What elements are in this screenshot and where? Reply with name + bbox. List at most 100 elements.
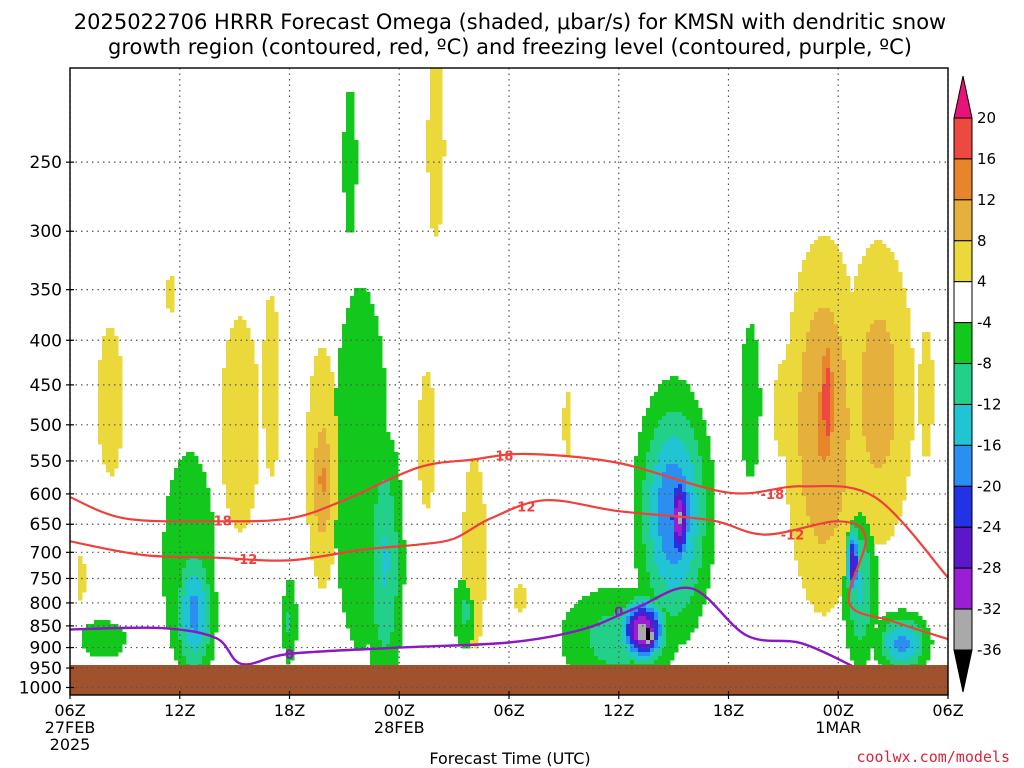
omega-cell xyxy=(834,316,839,321)
omega-cell xyxy=(438,84,443,89)
omega-cell xyxy=(170,500,175,505)
omega-cell xyxy=(346,188,351,193)
omega-cell xyxy=(686,476,691,481)
omega-cell xyxy=(874,420,879,425)
omega-cell xyxy=(898,488,903,493)
omega-cell xyxy=(838,400,843,405)
omega-cell xyxy=(378,348,383,353)
omega-cell xyxy=(166,304,171,309)
omega-cell xyxy=(230,396,235,401)
omega-cell xyxy=(434,80,439,85)
omega-cell xyxy=(818,456,823,461)
omega-cell xyxy=(682,400,687,405)
omega-cell xyxy=(226,492,231,497)
omega-cell xyxy=(890,352,895,357)
omega-cell xyxy=(834,336,839,341)
omega-cell xyxy=(310,504,315,509)
omega-cell xyxy=(110,432,115,437)
omega-cell xyxy=(234,376,239,381)
omega-cell xyxy=(858,272,863,277)
omega-cell xyxy=(222,368,227,373)
omega-cell xyxy=(802,480,807,485)
omega-cell xyxy=(110,428,115,433)
omega-cell xyxy=(186,476,191,481)
omega-cell xyxy=(194,468,199,473)
omega-cell xyxy=(118,396,123,401)
omega-cell xyxy=(182,464,187,469)
omega-cell xyxy=(106,440,111,445)
omega-cell xyxy=(842,392,847,397)
omega-cell xyxy=(906,448,911,453)
omega-cell xyxy=(342,384,347,389)
omega-cell xyxy=(922,360,927,365)
omega-cell xyxy=(382,412,387,417)
omega-cell xyxy=(358,508,363,513)
omega-cell xyxy=(338,420,343,425)
omega-cell xyxy=(702,484,707,489)
omega-cell xyxy=(858,484,863,489)
omega-cell xyxy=(382,396,387,401)
omega-cell xyxy=(874,440,879,445)
omega-cell xyxy=(838,292,843,297)
omega-cell xyxy=(750,328,755,333)
omega-cell xyxy=(874,384,879,389)
omega-cell xyxy=(182,508,187,513)
omega-cell xyxy=(862,476,867,481)
omega-cell xyxy=(250,500,255,505)
omega-cell xyxy=(366,368,371,373)
omega-cell xyxy=(266,380,271,385)
omega-cell xyxy=(842,332,847,337)
omega-cell xyxy=(890,268,895,273)
omega-cell xyxy=(822,236,827,241)
omega-cell xyxy=(638,432,643,437)
omega-cell xyxy=(886,424,891,429)
omega-cell xyxy=(870,384,875,389)
omega-cell xyxy=(794,428,799,433)
omega-cell xyxy=(114,348,119,353)
omega-cell xyxy=(394,492,399,497)
omega-cell xyxy=(342,404,347,409)
omega-cell xyxy=(802,352,807,357)
omega-cell xyxy=(870,320,875,325)
omega-cell xyxy=(702,444,707,449)
omega-cell xyxy=(846,428,851,433)
omega-cell xyxy=(874,360,879,365)
omega-cell xyxy=(106,388,111,393)
omega-cell xyxy=(398,488,403,493)
omega-cell xyxy=(878,476,883,481)
omega-cell xyxy=(858,344,863,349)
omega-cell xyxy=(250,480,255,485)
omega-cell xyxy=(654,408,659,413)
omega-cell xyxy=(242,384,247,389)
omega-cell xyxy=(698,460,703,465)
omega-cell xyxy=(774,388,779,393)
omega-cell xyxy=(422,424,427,429)
omega-cell xyxy=(238,360,243,365)
omega-cell xyxy=(874,244,879,249)
omega-cell xyxy=(862,492,867,497)
omega-cell xyxy=(250,380,255,385)
omega-cell xyxy=(890,444,895,449)
omega-cell xyxy=(434,120,439,125)
omega-cell xyxy=(890,420,895,425)
omega-cell xyxy=(170,292,175,297)
omega-cell xyxy=(802,444,807,449)
omega-cell xyxy=(186,484,191,489)
omega-cell xyxy=(374,372,379,377)
omega-cell xyxy=(774,424,779,429)
omega-cell xyxy=(786,460,791,465)
omega-cell xyxy=(706,436,711,441)
omega-cell xyxy=(394,464,399,469)
omega-cell xyxy=(786,424,791,429)
omega-cell xyxy=(798,492,803,497)
omega-cell xyxy=(850,400,855,405)
omega-cell xyxy=(806,508,811,513)
omega-cell xyxy=(430,140,435,145)
omega-cell xyxy=(370,404,375,409)
omega-cell xyxy=(690,424,695,429)
omega-cell xyxy=(902,308,907,313)
omega-cell xyxy=(870,352,875,357)
omega-cell xyxy=(814,344,819,349)
omega-cell xyxy=(642,476,647,481)
omega-cell xyxy=(338,384,343,389)
